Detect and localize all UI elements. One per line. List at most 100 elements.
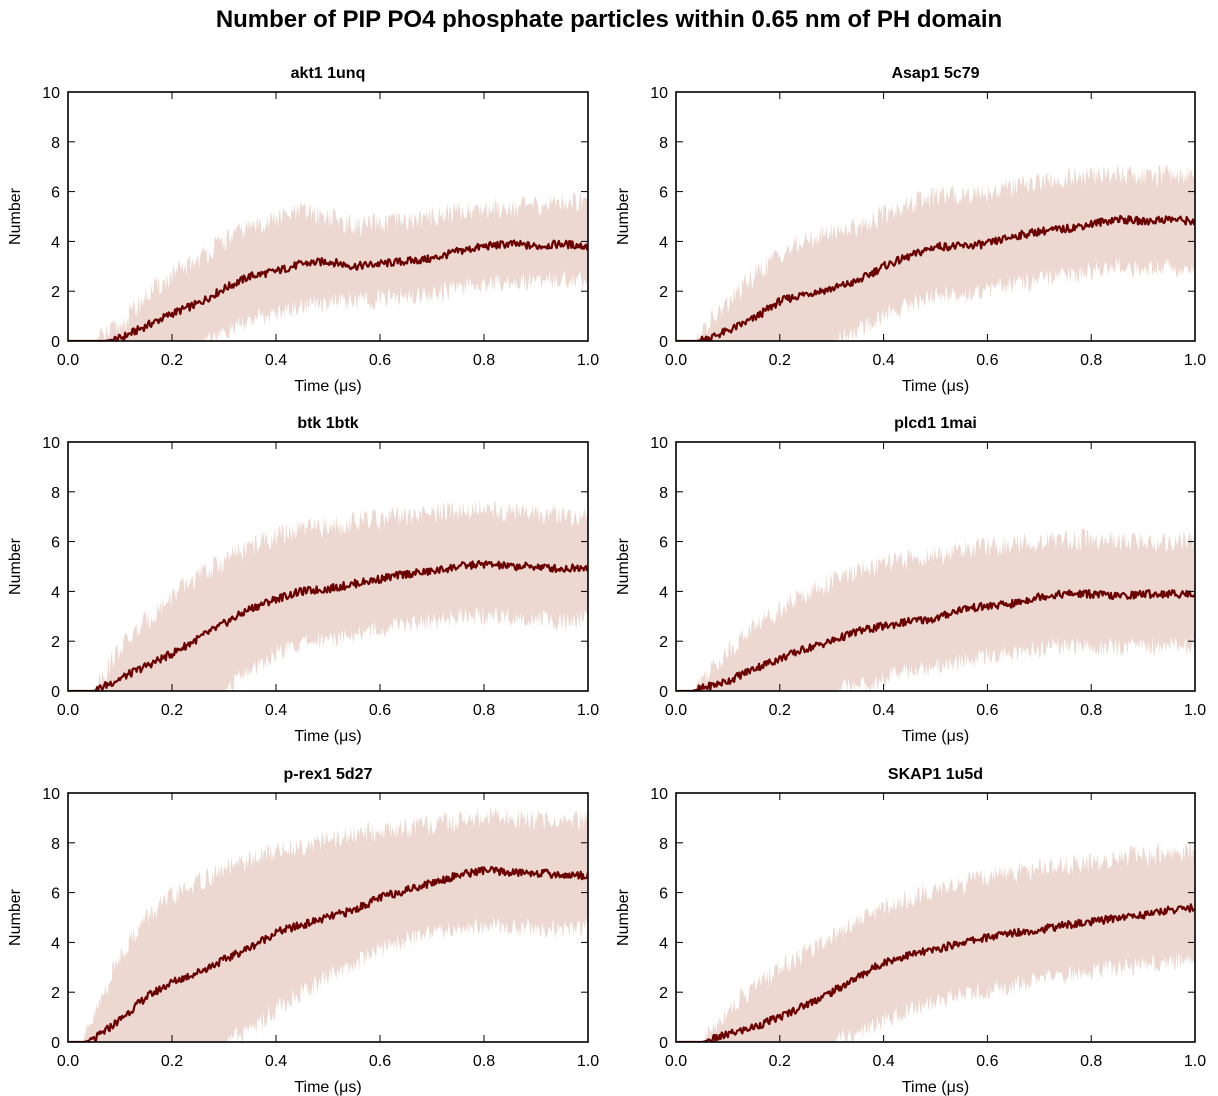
y-tick-label: 2 [659, 985, 668, 1002]
subplot-title: SKAP1 1u5d [888, 766, 983, 783]
std-band [676, 528, 1195, 691]
std-band [68, 807, 588, 1042]
subplot-title: btk 1btk [297, 415, 358, 432]
chart-panel-3: 0.0 0.2 0.4 0.6 0.8 1.0 0 2 4 6 8 10 btk 1btk Time (μ… [7, 415, 599, 745]
x-tick-label: 0.2 [769, 352, 791, 369]
x-axis-label: Time (μs) [902, 378, 969, 395]
y-axis-label: Number [7, 888, 24, 946]
figure-title: Number of PIP PO4 phosphate particles wi… [215, 6, 1003, 33]
y-tick-label: 4 [659, 935, 668, 952]
y-tick-label: 6 [51, 185, 60, 202]
x-tick-label: 0.8 [473, 1053, 495, 1070]
y-tick-label: 8 [51, 135, 60, 152]
x-tick-label: 0.2 [161, 352, 183, 369]
y-tick-label: 6 [659, 886, 668, 903]
y-tick-label: 10 [650, 786, 668, 803]
mean-line [68, 239, 588, 341]
subplot-title: plcd1 1mai [894, 415, 977, 432]
x-tick-label: 0.2 [161, 1053, 183, 1070]
x-tick-label: 0.0 [57, 702, 79, 719]
x-tick-label: 0.6 [976, 702, 998, 719]
x-tick-label: 0.0 [57, 352, 79, 369]
x-tick-label: 0.8 [1080, 1053, 1102, 1070]
y-tick-label: 8 [659, 485, 668, 502]
x-tick-label: 0.6 [976, 1053, 998, 1070]
mean-line [676, 903, 1195, 1042]
x-axis-label: Time (μs) [294, 378, 361, 395]
y-tick-label: 4 [659, 584, 668, 601]
y-tick-label: 10 [42, 786, 60, 803]
axes-frame [675, 792, 1196, 1043]
axes-frame [675, 91, 1196, 342]
x-tick-label: 0.4 [265, 702, 287, 719]
y-axis-label: Number [7, 537, 24, 595]
y-tick-label: 6 [51, 535, 60, 552]
y-tick-label: 6 [659, 535, 668, 552]
axes-frame [67, 91, 589, 342]
y-tick-label: 8 [659, 135, 668, 152]
y-tick-label: 4 [51, 935, 60, 952]
x-tick-label: 0.2 [769, 1053, 791, 1070]
x-tick-label: 0.6 [976, 352, 998, 369]
x-tick-label: 1.0 [1184, 352, 1206, 369]
y-tick-label: 4 [659, 234, 668, 251]
x-tick-label: 0.6 [369, 702, 391, 719]
y-tick-label: 8 [659, 836, 668, 853]
x-tick-label: 0.8 [473, 702, 495, 719]
std-band [676, 164, 1195, 341]
y-tick-label: 0 [51, 684, 60, 701]
chart-panel-4: 0.0 0.2 0.4 0.6 0.8 1.0 0 2 4 6 8 10 plcd1 1mai Time … [615, 415, 1206, 745]
y-tick-label: 6 [51, 886, 60, 903]
x-axis-label: Time (μs) [294, 728, 361, 745]
y-axis-label: Number [615, 187, 632, 245]
subplot-title: akt1 1unq [291, 65, 366, 82]
y-tick-label: 10 [650, 435, 668, 452]
axes-frame [675, 441, 1196, 692]
x-tick-label: 1.0 [577, 1053, 599, 1070]
x-tick-label: 1.0 [1184, 1053, 1206, 1070]
x-tick-label: 0.4 [265, 352, 287, 369]
y-tick-label: 0 [51, 1035, 60, 1052]
x-tick-label: 0.2 [161, 702, 183, 719]
x-tick-label: 1.0 [1184, 702, 1206, 719]
x-tick-label: 1.0 [577, 702, 599, 719]
x-axis-label: Time (μs) [902, 728, 969, 745]
chart-panel-5: 0.0 0.2 0.4 0.6 0.8 1.0 0 2 4 6 8 10 p-rex1 5d27 Time… [7, 766, 599, 1096]
x-tick-label: 0.4 [872, 352, 894, 369]
subplot-title: Asap1 5c79 [891, 65, 979, 82]
x-tick-label: 0.6 [369, 1053, 391, 1070]
chart-panel-1: 0.0 0.2 0.4 0.6 0.8 1.0 0 2 4 6 8 10 akt1 1unq Time (… [7, 65, 599, 395]
y-tick-label: 2 [51, 985, 60, 1002]
y-tick-label: 8 [51, 485, 60, 502]
y-tick-label: 0 [659, 684, 668, 701]
mean-line [68, 865, 588, 1042]
x-tick-label: 0.0 [665, 1053, 687, 1070]
subplot-title: p-rex1 5d27 [284, 766, 373, 783]
y-tick-label: 2 [659, 284, 668, 301]
x-tick-label: 0.4 [265, 1053, 287, 1070]
y-tick-label: 2 [659, 634, 668, 651]
x-tick-label: 0.2 [769, 702, 791, 719]
y-axis-label: Number [615, 888, 632, 946]
y-tick-label: 2 [51, 634, 60, 651]
std-band [68, 190, 588, 341]
y-tick-label: 8 [51, 836, 60, 853]
mean-line [676, 214, 1195, 341]
chart-panel-2: 0.0 0.2 0.4 0.6 0.8 1.0 0 2 4 6 8 10 Asap1 5c79 Time … [615, 65, 1206, 395]
y-tick-label: 0 [659, 334, 668, 351]
x-tick-label: 0.4 [872, 702, 894, 719]
mean-line [676, 588, 1195, 691]
x-tick-label: 0.8 [473, 352, 495, 369]
y-axis-label: Number [7, 187, 24, 245]
x-tick-label: 0.8 [1080, 352, 1102, 369]
mean-line [68, 559, 588, 691]
x-axis-label: Time (μs) [902, 1079, 969, 1096]
axes-frame [67, 792, 589, 1043]
std-band [68, 498, 588, 691]
x-tick-label: 0.0 [665, 702, 687, 719]
x-tick-label: 0.4 [872, 1053, 894, 1070]
chart-panel-6: 0.0 0.2 0.4 0.6 0.8 1.0 0 2 4 6 8 10 SKAP1 1u5d Time … [615, 766, 1206, 1096]
x-tick-label: 0.8 [1080, 702, 1102, 719]
std-band [676, 841, 1195, 1042]
